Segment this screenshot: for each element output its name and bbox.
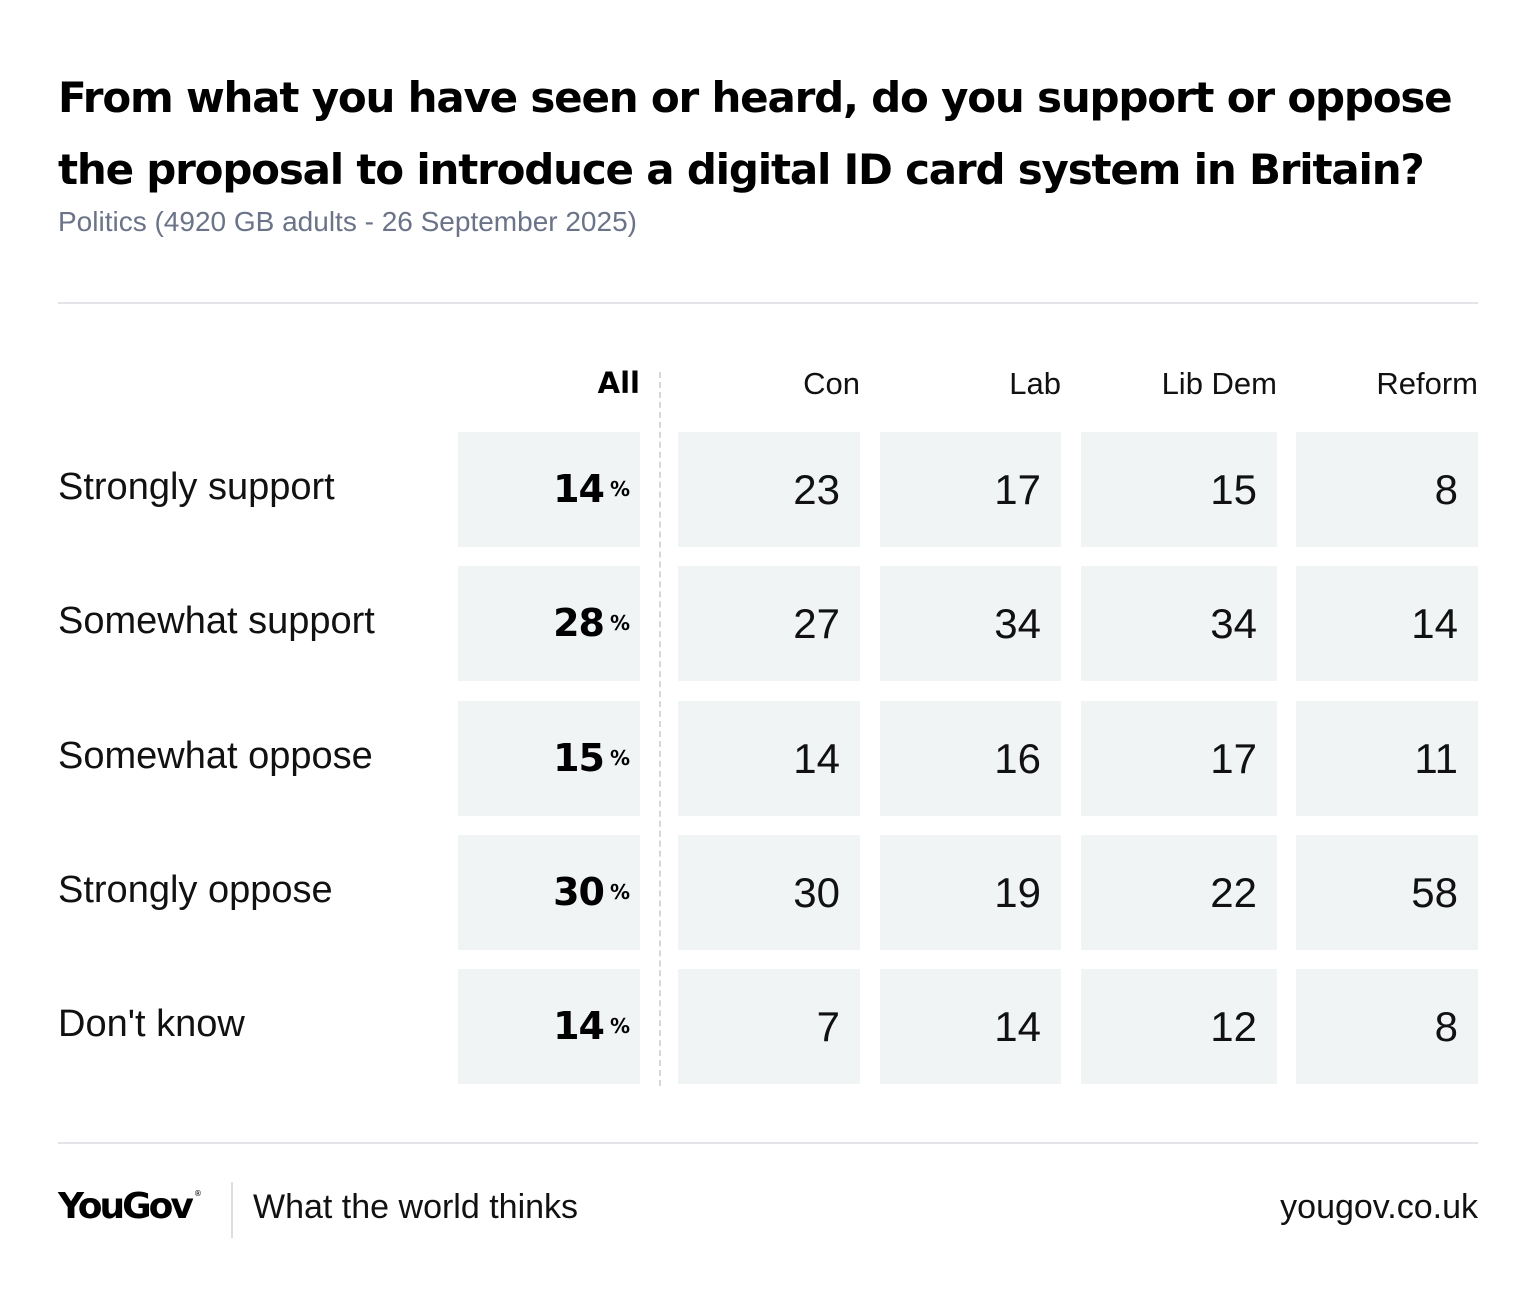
cell-value: 30 (793, 869, 840, 916)
table-cell: 8 (1296, 432, 1478, 547)
row-label: Don't know (58, 1003, 245, 1045)
yougov-logo: YouGov ® (58, 1186, 202, 1227)
bottom-divider (58, 1142, 1478, 1144)
table-cell: 7 (678, 969, 860, 1084)
column-header: Reform (1376, 366, 1478, 401)
row-label: Somewhat oppose (58, 735, 373, 777)
table-cell: 14% (458, 969, 640, 1084)
cell-value: 14 (994, 1003, 1041, 1050)
cell-value: 15 (1210, 466, 1257, 513)
site-link[interactable]: yougov.co.uk (1280, 1188, 1478, 1226)
percent-sign: % (609, 611, 630, 635)
table-cell: 30% (458, 835, 640, 950)
cell-value: 34 (994, 600, 1041, 647)
cell-value: 34 (1210, 600, 1257, 647)
cell-value: 7 (816, 1003, 840, 1050)
cell-value: 8 (1434, 1003, 1458, 1050)
cell-value: 11 (1414, 735, 1458, 782)
row-label: Strongly support (58, 466, 335, 508)
percent-sign: % (609, 746, 630, 770)
tagline: What the world thinks (253, 1188, 579, 1226)
column-header: All (597, 366, 640, 400)
table-cell: 19 (880, 835, 1061, 950)
top-divider (58, 302, 1478, 304)
cell-value: 23 (793, 466, 840, 513)
chart-subtitle: Politics (4920 GB adults - 26 September … (58, 206, 637, 237)
column-header: Lib Dem (1161, 366, 1277, 401)
table-cell: 14 (1296, 566, 1478, 681)
percent-sign: % (609, 1014, 630, 1038)
cell-value: 19 (994, 869, 1041, 916)
table-cell: 22 (1081, 835, 1277, 950)
table-cell: 12 (1081, 969, 1277, 1084)
table-cell: 58 (1296, 835, 1478, 950)
cell-value: 27 (793, 600, 840, 647)
table-cell: 34 (1081, 566, 1277, 681)
table-cell: 8 (1296, 969, 1478, 1084)
registered-mark: ® (193, 1189, 202, 1198)
table-cell: 14 (880, 969, 1061, 1084)
percent-sign: % (609, 880, 630, 904)
table-cell: 28% (458, 566, 640, 681)
table-cell: 15 (1081, 432, 1277, 547)
cell-value: 58 (1411, 869, 1458, 916)
all-column-divider (659, 372, 661, 1086)
table-cell: 34 (880, 566, 1061, 681)
cell-value: 30 (553, 870, 605, 914)
cell-value: 14 (553, 1004, 605, 1048)
row-label: Somewhat support (58, 600, 375, 642)
cell-value: 22 (1210, 869, 1257, 916)
cell-value: 15 (553, 736, 605, 780)
cell-value: 14 (553, 467, 605, 511)
table-cell: 23 (678, 432, 860, 547)
column-header: Con (803, 366, 860, 401)
table-cell: 17 (1081, 701, 1277, 816)
table-cell: 14 (678, 701, 860, 816)
cell-value: 8 (1434, 466, 1458, 513)
chart-title: From what you have seen or heard, do you… (58, 73, 1453, 194)
footer-separator (231, 1182, 233, 1238)
logo-text: YouGov (58, 1186, 194, 1227)
column-header: Lab (1009, 366, 1061, 401)
cell-value: 14 (793, 735, 840, 782)
table-cell: 11 (1296, 701, 1478, 816)
table-cell: 15% (458, 701, 640, 816)
cell-value: 28 (553, 601, 605, 645)
table-cell: 16 (880, 701, 1061, 816)
cell-value: 12 (1210, 1003, 1257, 1050)
row-label: Strongly oppose (58, 869, 333, 911)
percent-sign: % (609, 477, 630, 501)
cell-value: 16 (994, 735, 1041, 782)
cell-value: 14 (1411, 600, 1458, 647)
cell-value: 17 (994, 466, 1041, 513)
cell-value: 17 (1210, 735, 1257, 782)
table-cell: 17 (880, 432, 1061, 547)
table-cell: 27 (678, 566, 860, 681)
table-cell: 30 (678, 835, 860, 950)
table-cell: 14% (458, 432, 640, 547)
